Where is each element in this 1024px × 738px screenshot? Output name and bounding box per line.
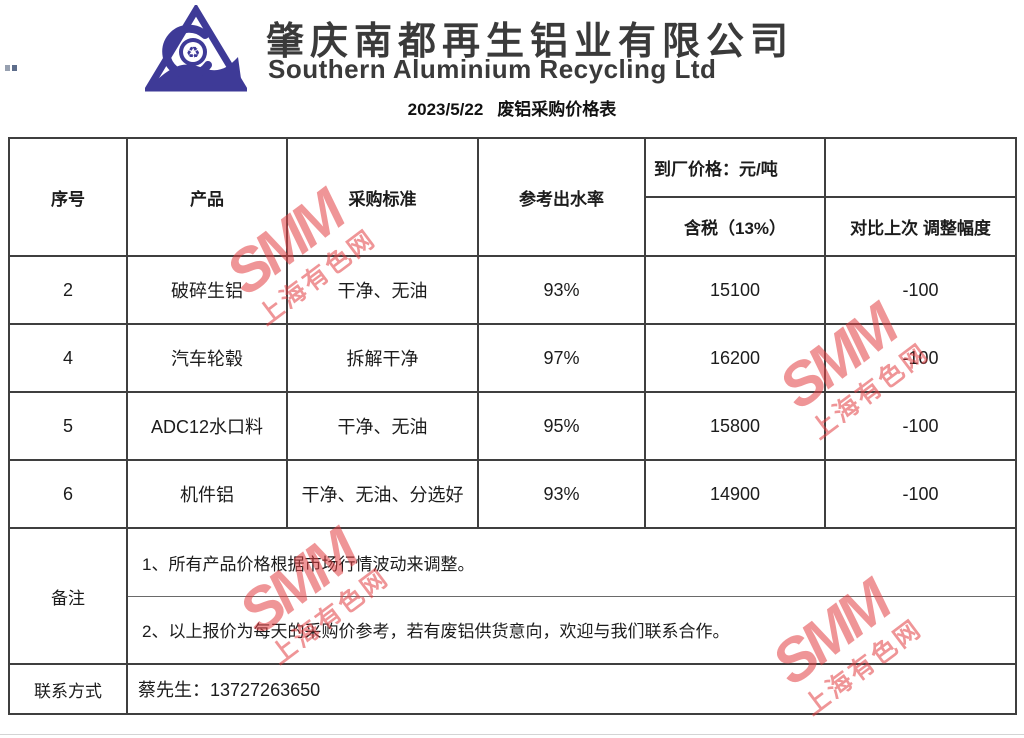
price-table: 序号 产品 采购标准 参考出水率 到厂价格：元/吨 含税（13%） 对比上次 调… bbox=[8, 137, 1017, 715]
sheet-title-text: 废铝采购价格表 bbox=[497, 100, 617, 119]
col-header-product: 产品 bbox=[126, 137, 288, 257]
remarks-row-2: 2、以上报价为每天的采购价参考，若有废铝供货意向，欢迎与我们联系合作。 bbox=[9, 595, 1017, 665]
company-name-chinese: 肇庆南都再生铝业有限公司 bbox=[266, 21, 795, 63]
cell-price: 15100 bbox=[644, 255, 826, 325]
screen-artifact-dots bbox=[5, 65, 10, 71]
col-header-adjustment: 对比上次 调整幅度 bbox=[824, 196, 1017, 257]
col-header-no: 序号 bbox=[8, 137, 128, 257]
cell-water-yield: 97% bbox=[477, 323, 646, 393]
col-header-price-group: 到厂价格：元/吨 bbox=[644, 137, 826, 198]
col-header-tax-included: 含税（13%） bbox=[644, 196, 826, 257]
cell-no: 5 bbox=[8, 391, 128, 461]
contact-label: 联系方式 bbox=[8, 663, 128, 715]
col-header-water-yield: 参考出水率 bbox=[477, 137, 646, 257]
document-header: ♻ 肇庆南都再生铝业有限公司 Southern Aluminium Recycl… bbox=[0, 0, 1024, 137]
col-header-standard: 采购标准 bbox=[286, 137, 479, 257]
remarks-row-1: 备注 1、所有产品价格根据市场行情波动来调整。 bbox=[8, 527, 1017, 665]
cell-no: 6 bbox=[8, 459, 128, 529]
remarks-label: 备注 bbox=[8, 527, 128, 665]
sheet-date: 2023/5/22 bbox=[407, 100, 484, 119]
table-row: 6 机件铝 干净、无油、分选好 93% 14900 -100 bbox=[8, 459, 1017, 529]
cell-water-yield: 93% bbox=[477, 255, 646, 325]
remark-line-2: 2、以上报价为每天的采购价参考，若有废铝供货意向，欢迎与我们联系合作。 bbox=[126, 595, 1017, 665]
cell-standard: 干净、无油 bbox=[286, 255, 479, 325]
cell-no: 4 bbox=[8, 323, 128, 393]
cell-no: 2 bbox=[8, 255, 128, 325]
cell-standard: 干净、无油 bbox=[286, 391, 479, 461]
company-name-english: Southern Aluminium Recycling Ltd bbox=[268, 54, 717, 84]
recycle-symbol-icon: ♻ bbox=[186, 45, 200, 62]
sheet-title: 2023/5/22 废铝采购价格表 bbox=[0, 95, 1024, 120]
remark-line-1: 1、所有产品价格根据市场行情波动来调整。 bbox=[126, 527, 1017, 597]
table-row: 5 ADC12水口料 干净、无油 95% 15800 -100 bbox=[8, 391, 1017, 461]
cell-change: -100 bbox=[824, 255, 1017, 325]
bottom-page-edge-line bbox=[0, 734, 1024, 735]
cell-water-yield: 95% bbox=[477, 391, 646, 461]
cell-change: -100 bbox=[824, 323, 1017, 393]
cell-standard: 干净、无油、分选好 bbox=[286, 459, 479, 529]
cell-product: 机件铝 bbox=[126, 459, 288, 529]
cell-price: 16200 bbox=[644, 323, 826, 393]
table-row: 2 破碎生铝 干净、无油 93% 15100 -100 bbox=[8, 255, 1017, 325]
cell-water-yield: 93% bbox=[477, 459, 646, 529]
header-row-top: 序号 产品 采购标准 参考出水率 到厂价格：元/吨 bbox=[8, 137, 1017, 257]
cell-price: 14900 bbox=[644, 459, 826, 529]
contact-value: 蔡先生：13727263650 bbox=[126, 663, 1017, 715]
cell-product: ADC12水口料 bbox=[126, 391, 288, 461]
contact-row: 联系方式 蔡先生：13727263650 bbox=[8, 663, 1017, 715]
cell-price: 15800 bbox=[644, 391, 826, 461]
cell-change: -100 bbox=[824, 391, 1017, 461]
cell-product: 破碎生铝 bbox=[126, 255, 288, 325]
cell-standard: 拆解干净 bbox=[286, 323, 479, 393]
company-recycle-logo-icon: ♻ bbox=[145, 5, 247, 92]
header-row-bottom: 含税（13%） 对比上次 调整幅度 bbox=[9, 196, 1017, 257]
cell-product: 汽车轮毂 bbox=[126, 323, 288, 393]
header-empty-cell bbox=[824, 137, 1017, 198]
table-row: 4 汽车轮毂 拆解干净 97% 16200 -100 bbox=[8, 323, 1017, 393]
cell-change: -100 bbox=[824, 459, 1017, 529]
